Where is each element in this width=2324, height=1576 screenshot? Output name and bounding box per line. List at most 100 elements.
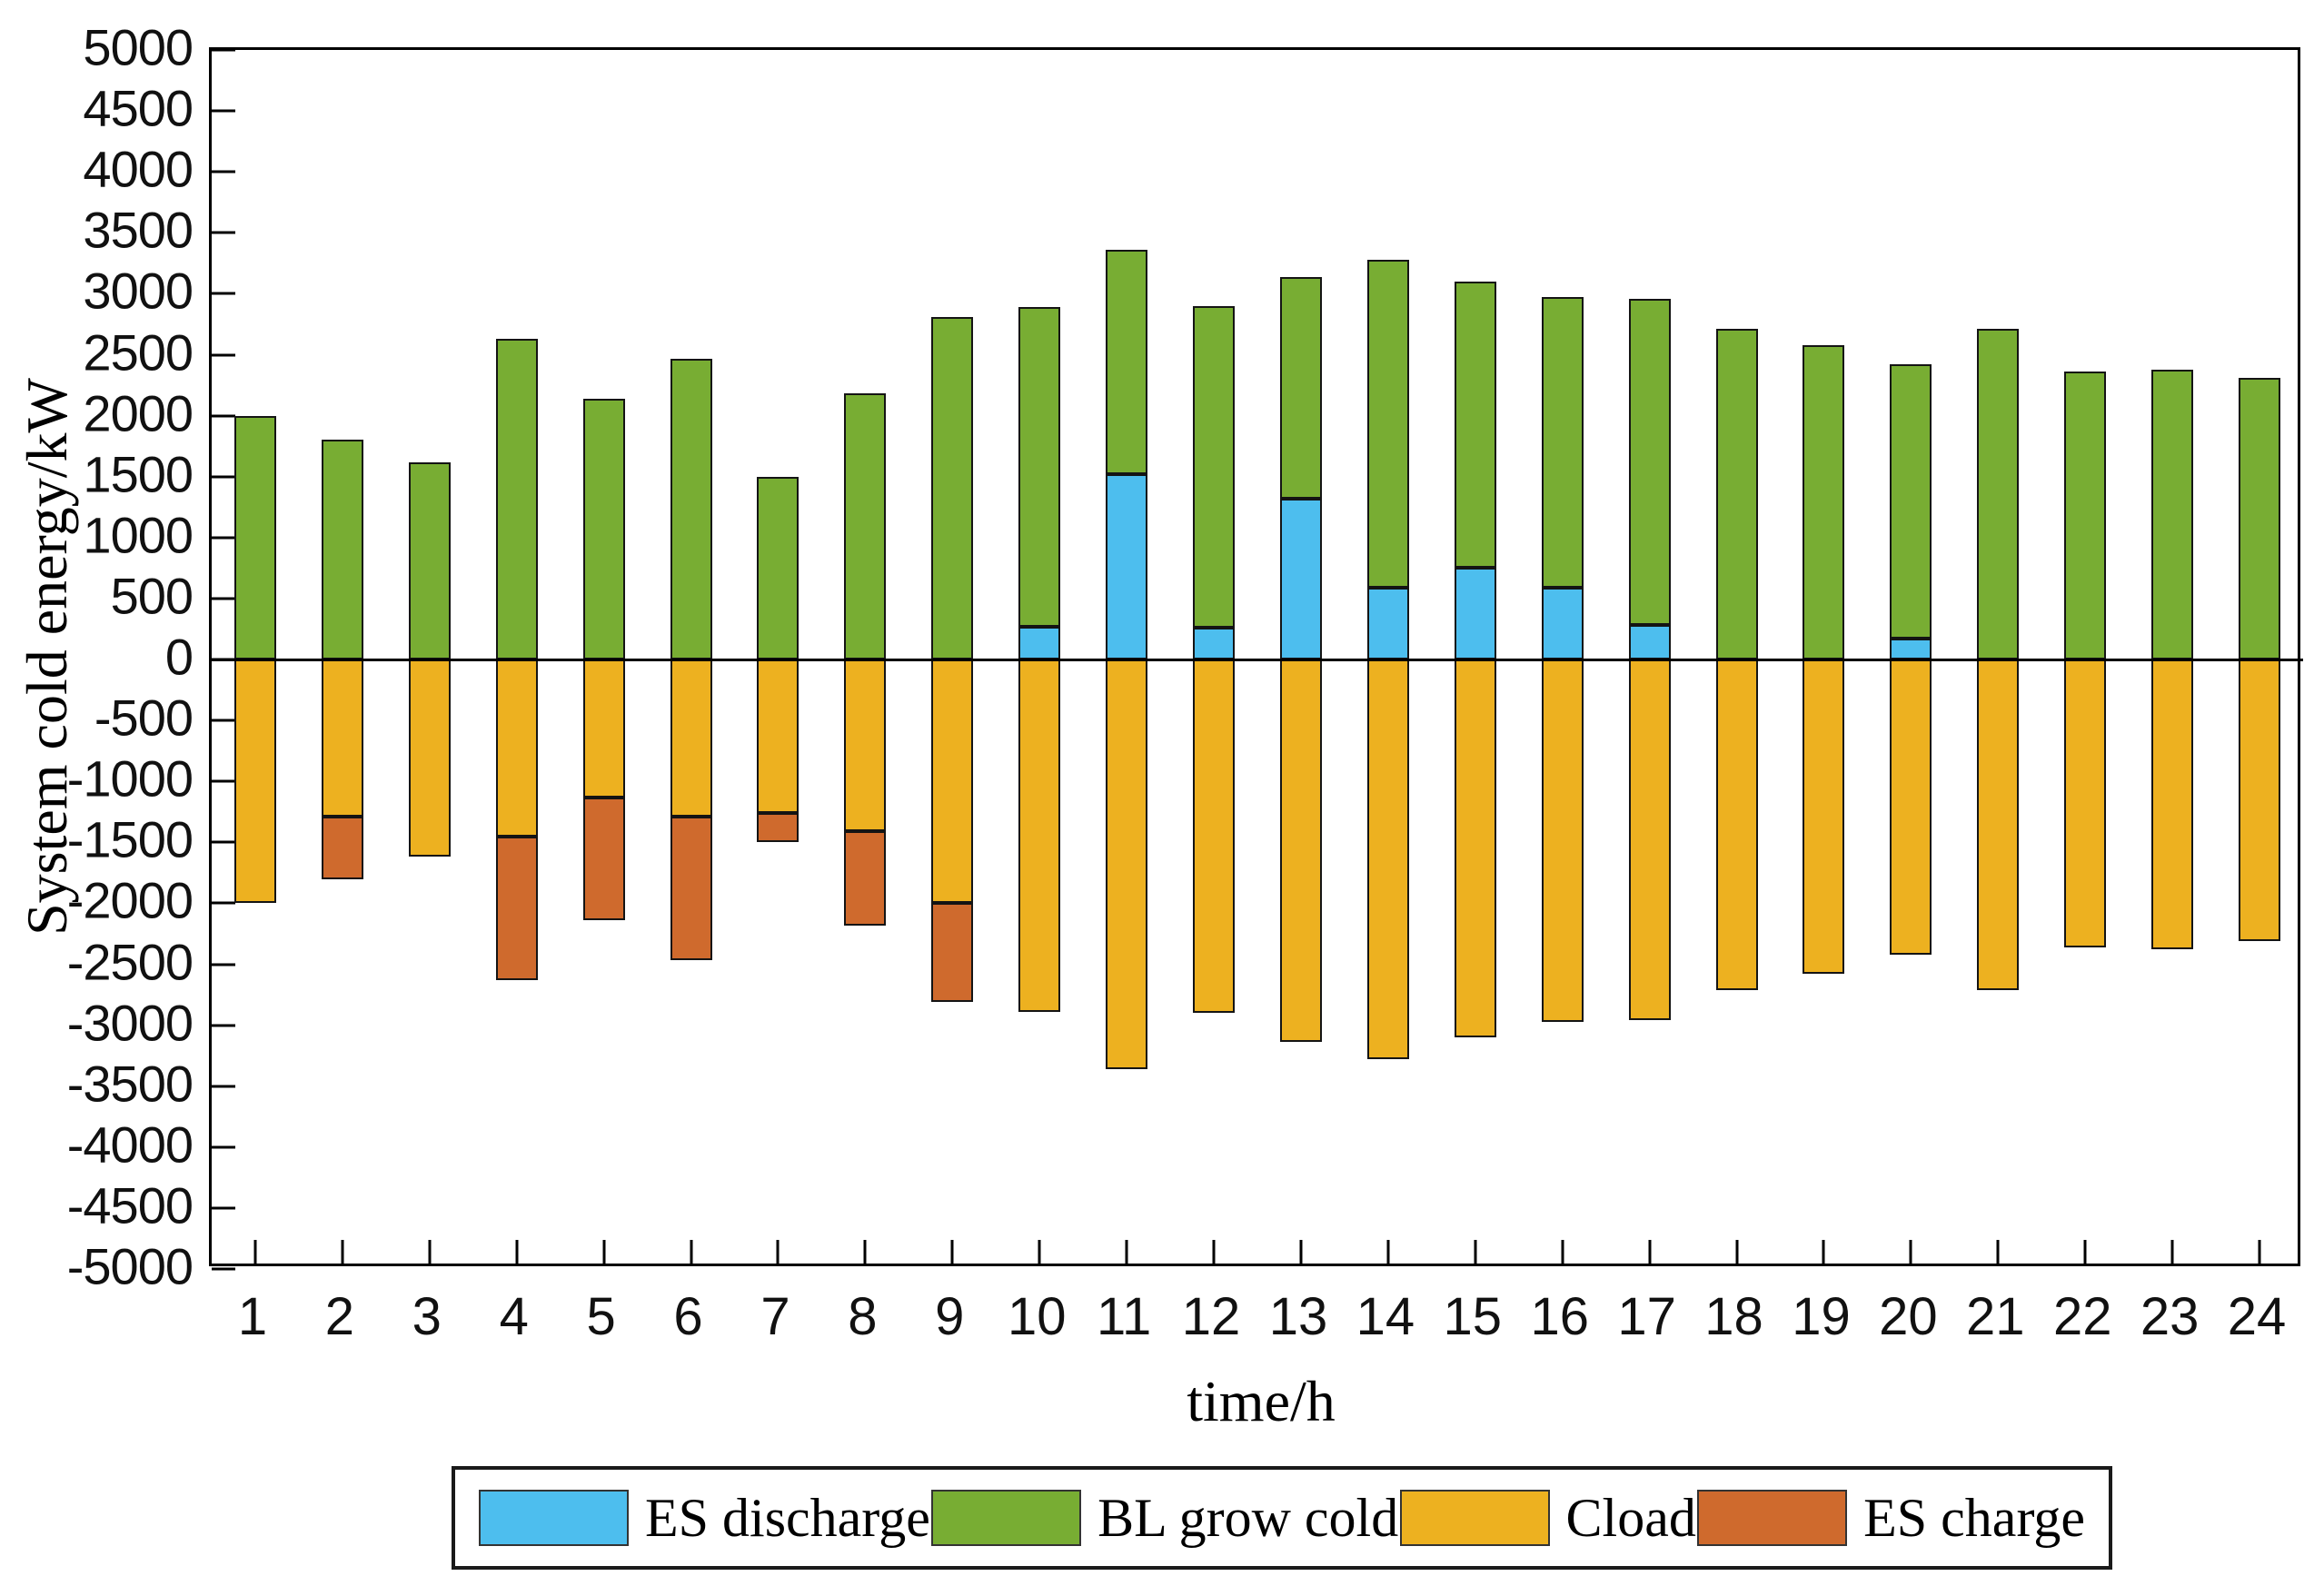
bar-hour3-bl-grow-cold <box>408 461 451 659</box>
bar-hour23-cload <box>2151 659 2194 950</box>
y-tick-mark <box>212 109 235 113</box>
bar-hour6-cload <box>670 659 712 818</box>
y-tick-label: 5000 <box>83 18 194 76</box>
x-tick-mark <box>1125 1240 1128 1264</box>
bar-hour20-es-discharge <box>1890 639 1932 659</box>
y-tick-mark <box>212 840 235 844</box>
legend-item-bl-grow-cold: BL grow cold <box>931 1487 1398 1550</box>
legend-item-es-discharge: ES discharge <box>479 1487 930 1550</box>
bar-hour8-cload <box>844 659 887 832</box>
y-tick-mark <box>212 1206 235 1210</box>
x-tick-label: 14 <box>1356 1287 1415 1346</box>
y-tick-mark <box>212 475 235 479</box>
bar-hour18-bl-grow-cold <box>1715 329 1758 659</box>
x-tick-mark <box>950 1240 954 1264</box>
bar-hour16-cload <box>1541 659 1584 1022</box>
legend-swatch-cload <box>1399 1490 1550 1546</box>
bar-hour9-cload <box>931 659 974 904</box>
y-tick-mark <box>212 353 235 356</box>
x-tick-mark <box>1909 1240 1912 1264</box>
bar-hour9-bl-grow-cold <box>931 316 974 659</box>
y-tick-label: 500 <box>110 567 194 625</box>
x-tick-mark <box>1299 1240 1303 1264</box>
x-tick-label: 9 <box>935 1287 965 1346</box>
x-tick-mark <box>776 1240 780 1264</box>
bar-hour19-bl-grow-cold <box>1803 344 1845 659</box>
bar-hour24-cload <box>2239 659 2281 941</box>
x-tick-label: 21 <box>1966 1287 2025 1346</box>
x-tick-label: 16 <box>1530 1287 1589 1346</box>
y-tick-label: 2500 <box>83 323 194 381</box>
x-tick-label: 4 <box>499 1287 529 1346</box>
x-tick-label: 20 <box>1879 1287 1938 1346</box>
y-tick-label: 3500 <box>83 201 194 259</box>
bar-hour20-cload <box>1890 659 1932 955</box>
bar-hour17-cload <box>1628 659 1671 1021</box>
x-tick-mark <box>863 1240 867 1264</box>
x-tick-mark <box>602 1240 606 1264</box>
y-tick-mark <box>212 48 235 52</box>
x-tick-mark <box>253 1240 257 1264</box>
x-tick-mark <box>2170 1240 2174 1264</box>
y-tick-mark <box>212 597 235 600</box>
legend-swatch-bl-grow-cold <box>931 1490 1082 1546</box>
bar-hour4-es-charge <box>495 836 538 980</box>
y-tick-label: -2000 <box>66 871 194 929</box>
bar-hour10-es-discharge <box>1018 626 1061 659</box>
bar-hour8-es-charge <box>844 831 887 926</box>
bar-hour11-cload <box>1106 659 1148 1069</box>
bar-hour8-bl-grow-cold <box>844 393 887 659</box>
bar-hour1-bl-grow-cold <box>233 415 276 659</box>
x-tick-label: 2 <box>324 1287 355 1346</box>
x-tick-mark <box>1561 1240 1564 1264</box>
x-tick-label: 12 <box>1181 1287 1241 1346</box>
bar-hour22-cload <box>2064 659 2107 947</box>
bar-hour7-cload <box>757 659 799 814</box>
bar-hour14-es-discharge <box>1366 587 1409 659</box>
legend-label: BL grow cold <box>1097 1487 1399 1548</box>
bar-hour14-cload <box>1366 659 1409 1060</box>
y-tick-label: 1000 <box>83 506 194 564</box>
y-tick-label: -500 <box>94 689 194 747</box>
x-tick-label: 3 <box>412 1287 442 1346</box>
x-tick-label: 17 <box>1617 1287 1676 1346</box>
bar-hour11-es-discharge <box>1106 474 1148 659</box>
y-tick-mark <box>212 963 235 966</box>
x-tick-mark <box>1822 1240 1825 1264</box>
bar-hour3-cload <box>408 659 451 857</box>
bar-hour16-bl-grow-cold <box>1541 297 1584 588</box>
x-tick-mark <box>1735 1240 1739 1264</box>
x-tick-mark <box>690 1240 693 1264</box>
zero-axis-line <box>212 658 2303 661</box>
y-tick-mark <box>212 1145 235 1149</box>
x-tick-label: 15 <box>1443 1287 1503 1346</box>
bar-hour10-cload <box>1018 659 1061 1012</box>
bar-hour12-bl-grow-cold <box>1193 305 1236 629</box>
bar-hour11-bl-grow-cold <box>1106 250 1148 474</box>
bar-hour14-bl-grow-cold <box>1366 259 1409 588</box>
y-tick-label: 1500 <box>83 445 194 503</box>
y-tick-mark <box>212 1267 235 1271</box>
y-tick-mark <box>212 779 235 783</box>
bar-hour6-es-charge <box>670 817 712 961</box>
bar-hour21-bl-grow-cold <box>1977 329 2020 659</box>
x-tick-label: 24 <box>2227 1287 2287 1346</box>
y-tick-label: 3000 <box>83 262 194 320</box>
legend-label: ES charge <box>1863 1487 2085 1548</box>
legend-swatch-es-charge <box>1697 1490 1848 1546</box>
x-tick-label: 8 <box>848 1287 878 1346</box>
bar-hour6-bl-grow-cold <box>670 358 712 659</box>
bar-hour4-bl-grow-cold <box>495 339 538 659</box>
bar-hour5-bl-grow-cold <box>582 398 625 659</box>
bar-hour2-cload <box>321 659 363 818</box>
bar-hour12-es-discharge <box>1193 628 1236 659</box>
x-tick-mark <box>2258 1240 2261 1264</box>
bar-hour2-bl-grow-cold <box>321 440 363 659</box>
y-tick-mark <box>212 1024 235 1027</box>
bar-hour13-bl-grow-cold <box>1279 276 1322 499</box>
x-tick-label: 13 <box>1268 1287 1328 1346</box>
y-tick-label: -1000 <box>66 749 194 808</box>
x-tick-label: 10 <box>1007 1287 1067 1346</box>
y-tick-mark <box>212 292 235 295</box>
bar-hour18-cload <box>1715 659 1758 990</box>
